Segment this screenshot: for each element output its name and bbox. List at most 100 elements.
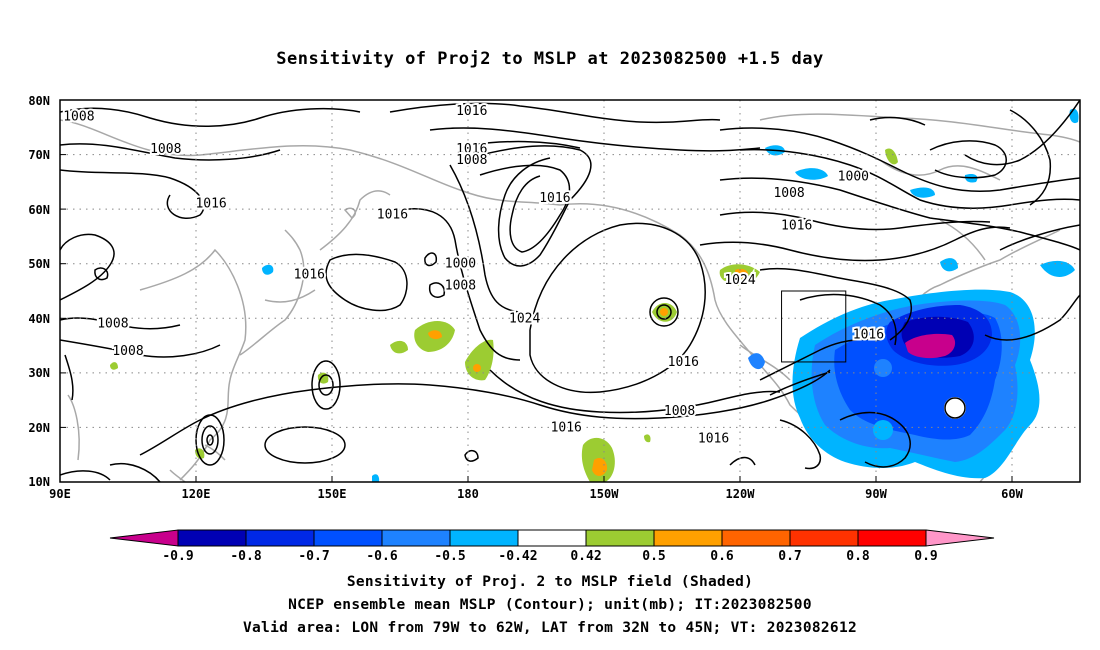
contour-label: 1016 <box>294 268 325 283</box>
shade-east-coast-1 <box>748 353 765 370</box>
colorbar-segment <box>653 529 723 547</box>
lon-label: 90E <box>49 487 71 501</box>
map-frame <box>59 99 1081 483</box>
contour-label: 1016 <box>539 191 570 206</box>
lat-label: 20N <box>28 421 50 435</box>
sensitivity-shading <box>110 108 1079 482</box>
colorbar-extend-high <box>925 529 995 547</box>
lon-label: 180 <box>457 487 479 501</box>
contour-label: 1016 <box>195 197 226 212</box>
colorbar-segment <box>789 529 859 547</box>
contour-label: 1008 <box>150 142 181 157</box>
contour-label: 1000 <box>445 257 476 272</box>
shade-nwamerica-b <box>735 268 749 279</box>
shade-smallgreen-4 <box>644 434 651 443</box>
colorbar-label: -0.7 <box>298 549 329 564</box>
contour-label: 1016 <box>456 104 487 119</box>
contour-label: 1016 <box>698 431 729 446</box>
lat-label: 10N <box>28 475 50 489</box>
contour-label: 1016 <box>377 208 408 223</box>
contour-label: 1008 <box>97 317 128 332</box>
caption-line-3: Valid area: LON from 79W to 62W, LAT fro… <box>242 620 858 636</box>
shade-smallblue-1 <box>372 474 380 482</box>
contour-label: 1008 <box>664 404 695 419</box>
caption-line-1: Sensitivity of Proj. 2 to MSLP field (Sh… <box>346 574 754 590</box>
colorbar-label: -0.5 <box>434 549 465 564</box>
colorbar-label: 0.42 <box>570 549 601 564</box>
colorbar-label: -0.42 <box>498 549 537 564</box>
lat-axis-labels: 80N 70N 60N 50N 40N 30N 20N 10N <box>28 94 50 489</box>
shade-region-magenta <box>905 333 956 359</box>
shade-hole-2 <box>873 420 893 440</box>
colorbar-label: -0.6 <box>366 549 397 564</box>
contour-label: 1000 <box>838 169 869 184</box>
shade-hole-3 <box>944 397 966 419</box>
shade-arctic-3 <box>910 187 935 198</box>
colorbar-segment <box>721 529 791 547</box>
colorbar-segment <box>449 529 519 547</box>
lat-label: 60N <box>28 203 50 217</box>
contour-label: 1024 <box>724 273 755 288</box>
shade-pac-4b <box>660 308 668 316</box>
contour-label: 1008 <box>112 344 143 359</box>
shade-japan <box>262 264 274 275</box>
lon-label: 60W <box>1001 487 1023 501</box>
contour-label: 1016 <box>456 142 487 157</box>
colorbar-label: -0.8 <box>230 549 261 564</box>
shade-pac-2b <box>428 330 442 340</box>
lon-label: 120W <box>726 487 756 501</box>
contour-label: 1008 <box>773 186 804 201</box>
contour-label: 1016 <box>781 219 812 234</box>
colorbar-segment <box>857 529 927 547</box>
mslp-contours <box>60 100 1080 482</box>
colorbar-label: 0.7 <box>778 549 801 564</box>
caption-line-2: NCEP ensemble mean MSLP (Contour); unit(… <box>288 597 812 613</box>
colorbar-extend-low <box>109 529 179 547</box>
lat-label: 40N <box>28 312 50 326</box>
valid-area-box <box>781 290 847 363</box>
shade-arctic-2 <box>795 168 828 180</box>
page-title: Sensitivity of Proj2 to MSLP at 20230825… <box>276 49 824 69</box>
shade-pac-3b <box>473 364 481 372</box>
colorbar-segment <box>313 529 383 547</box>
contour-labels: 1008100810161016101610081016101610001008… <box>61 102 886 448</box>
lat-label: 70N <box>28 148 50 162</box>
lon-label: 90W <box>865 487 887 501</box>
colorbar: -0.9 -0.8 -0.7 -0.6 -0.5 -0.42 0.42 0.5 0.6 0.7 0.… <box>109 529 995 564</box>
shade-pac-3 <box>465 339 494 381</box>
shade-pac-1 <box>390 340 408 354</box>
contour-label: 1008 <box>445 279 476 294</box>
colorbar-label: 0.9 <box>914 549 937 564</box>
lon-label: 150E <box>318 487 347 501</box>
contour-label: 1008 <box>456 153 487 168</box>
lon-label: 120E <box>182 487 211 501</box>
colorbar-label: -0.9 <box>162 549 193 564</box>
contour-label: 1016 <box>551 420 582 435</box>
lon-axis-labels: 90E 120E 150E 180 150W 120W 90W 60W <box>49 487 1023 501</box>
shade-arctic-5 <box>1069 108 1079 124</box>
contour-label: 1016 <box>853 328 884 343</box>
shade-pac-5b <box>592 458 608 476</box>
lat-label: 30N <box>28 366 50 380</box>
shade-canada <box>885 148 898 165</box>
colorbar-segment <box>245 529 315 547</box>
contour-label: 1016 <box>668 355 699 370</box>
colorbar-label: 0.5 <box>642 549 665 564</box>
contour-label: 1008 <box>63 109 94 124</box>
colorbar-segment <box>517 529 587 547</box>
colorbar-label: 0.8 <box>846 549 870 564</box>
axis-ticks <box>60 99 1013 482</box>
colorbar-segment <box>585 529 655 547</box>
shade-hole-1 <box>874 359 892 377</box>
lon-label: 150W <box>590 487 620 501</box>
shade-smallgreen-3 <box>110 362 118 370</box>
shade-east-coast-3 <box>940 258 958 272</box>
colorbar-segment <box>177 529 247 547</box>
lat-label: 50N <box>28 257 50 271</box>
colorbar-segment <box>381 529 451 547</box>
lat-label: 80N <box>28 94 50 108</box>
shade-east-coast-2 <box>1040 260 1075 277</box>
colorbar-label: 0.6 <box>710 549 734 564</box>
contour-label: 1024 <box>509 311 540 326</box>
